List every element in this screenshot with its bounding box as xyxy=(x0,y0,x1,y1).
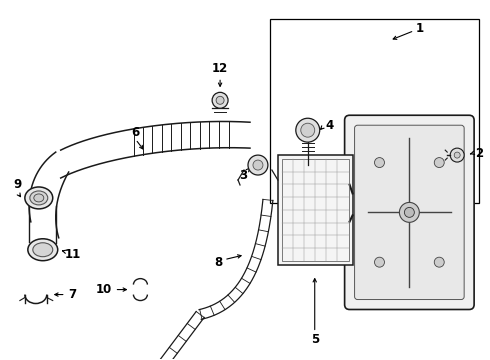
Text: 1: 1 xyxy=(415,22,423,35)
Bar xyxy=(270,19,479,203)
Text: 12: 12 xyxy=(212,62,228,75)
Text: 8: 8 xyxy=(214,256,222,269)
Circle shape xyxy=(374,257,385,267)
Ellipse shape xyxy=(28,239,58,261)
Circle shape xyxy=(374,158,385,167)
Circle shape xyxy=(248,155,268,175)
Circle shape xyxy=(212,92,228,108)
Circle shape xyxy=(434,257,444,267)
Bar xyxy=(278,155,353,265)
Text: 7: 7 xyxy=(69,288,77,301)
Text: 2: 2 xyxy=(475,147,483,159)
Ellipse shape xyxy=(34,194,44,202)
Bar xyxy=(282,159,348,261)
Ellipse shape xyxy=(30,191,48,205)
Circle shape xyxy=(216,96,224,104)
Circle shape xyxy=(296,118,319,142)
Text: 4: 4 xyxy=(325,119,334,132)
Text: 5: 5 xyxy=(311,333,319,346)
Text: 3: 3 xyxy=(239,168,247,181)
Ellipse shape xyxy=(33,243,53,257)
FancyBboxPatch shape xyxy=(344,115,474,310)
Text: 6: 6 xyxy=(131,126,140,139)
FancyBboxPatch shape xyxy=(355,125,464,300)
Circle shape xyxy=(450,148,464,162)
Text: 9: 9 xyxy=(14,179,22,192)
Circle shape xyxy=(404,207,415,217)
Text: 11: 11 xyxy=(65,248,81,261)
Circle shape xyxy=(253,160,263,170)
Ellipse shape xyxy=(25,187,53,209)
Circle shape xyxy=(399,202,419,222)
Text: 10: 10 xyxy=(96,283,112,296)
Circle shape xyxy=(301,123,315,137)
Circle shape xyxy=(434,158,444,167)
Circle shape xyxy=(454,152,460,158)
